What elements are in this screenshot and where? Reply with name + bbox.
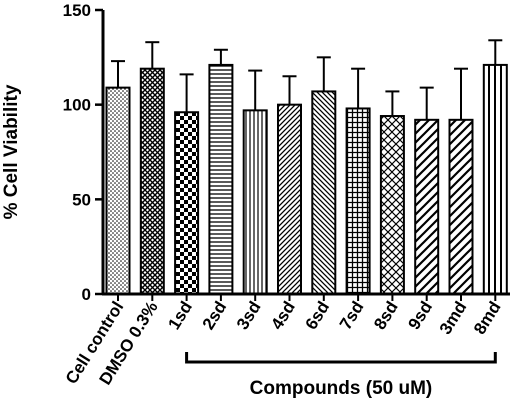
x-tick-label: 9sd	[404, 298, 436, 333]
bar-8sd	[379, 115, 405, 295]
bar-3sd	[242, 109, 268, 295]
group-label: Compounds (50 uM)	[250, 378, 433, 399]
y-tick-label: 0	[82, 285, 91, 304]
bar-6sd	[311, 90, 337, 295]
bar-8md	[482, 63, 508, 296]
x-tick-label: 8sd	[370, 298, 402, 333]
y-axis-label: % Cell Viability	[1, 84, 22, 219]
x-tick-label: 7sd	[336, 298, 368, 333]
bar-3md	[448, 118, 474, 295]
x-tick-label: 3md	[436, 298, 471, 338]
bar-9sd	[414, 118, 440, 295]
y-tick-label: 50	[72, 190, 91, 209]
bar-4sd	[277, 103, 302, 295]
y-ticks: 0 50 100 150	[63, 1, 103, 304]
x-tick-label: 3sd	[233, 298, 265, 333]
bar-7sd	[345, 107, 371, 295]
axes	[101, 10, 510, 296]
bar-2sd	[208, 63, 234, 296]
x-tick-label: 6sd	[302, 298, 334, 333]
x-tick-label: 1sd	[164, 298, 196, 333]
group-annotation: Compounds (50 uM)	[185, 352, 497, 399]
bar-dmso-0-3-	[139, 67, 165, 296]
bars	[105, 63, 508, 296]
x-tick-label: 8md	[470, 298, 505, 338]
error-bars	[111, 39, 503, 120]
y-axis-title: % Cell Viability	[1, 84, 22, 219]
y-tick-label: 100	[63, 96, 91, 115]
bar-cell-control	[105, 86, 131, 295]
y-tick-label: 150	[63, 1, 91, 20]
x-tick-label: 2sd	[199, 298, 231, 333]
bar-1sd	[174, 111, 200, 295]
x-tick-label: 4sd	[267, 298, 299, 333]
group-bracket	[185, 352, 497, 364]
